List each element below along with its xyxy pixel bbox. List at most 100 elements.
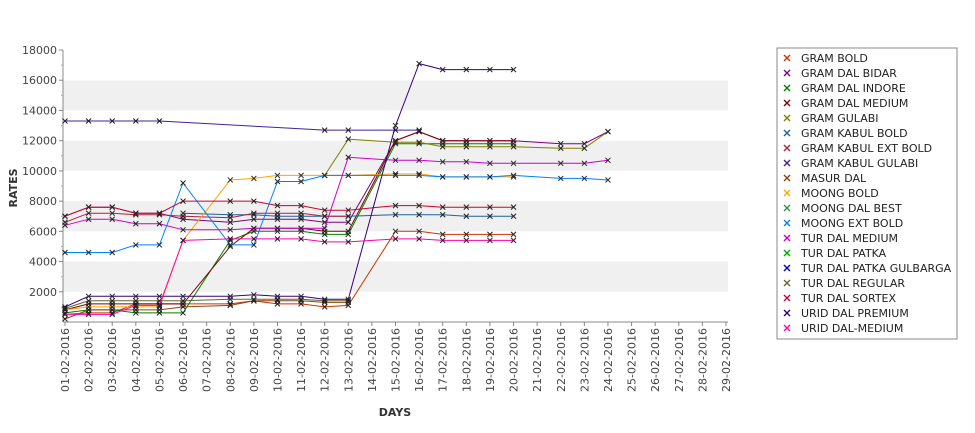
data-point (345, 136, 352, 143)
data-point (156, 297, 163, 304)
data-point (85, 118, 92, 124)
data-point (298, 210, 304, 217)
legend-marker-icon (783, 309, 791, 317)
x-tick-label: 18-02-2016 (460, 328, 473, 392)
data-point (463, 237, 470, 244)
data-point (85, 293, 92, 300)
data-point (156, 242, 163, 248)
grid-band (63, 231, 728, 262)
data-point (251, 291, 257, 298)
data-point (581, 160, 588, 167)
data-point (62, 213, 68, 220)
legend-label: GRAM DAL MEDIUM (801, 97, 908, 110)
y-tick-label: 6000 (29, 225, 57, 238)
data-point (180, 297, 186, 304)
legend-marker-icon (783, 54, 791, 62)
data-point (463, 204, 470, 211)
data-point (109, 293, 116, 300)
data-point (510, 213, 517, 220)
legend-label: TUR DAL MEDIUM (800, 232, 898, 245)
data-point (274, 202, 281, 209)
data-point (439, 237, 446, 244)
data-point (227, 236, 234, 242)
data-point (251, 198, 257, 204)
data-point (510, 66, 517, 73)
legend-marker-icon (783, 264, 791, 272)
x-tick-label: 10-02-2016 (271, 328, 284, 392)
legend-marker-icon (783, 294, 791, 302)
legend-box (776, 47, 958, 340)
y-tick-label: 8000 (29, 195, 57, 208)
data-point (487, 231, 493, 238)
legend-label: TUR DAL SORTEX (800, 292, 896, 305)
data-point (416, 127, 422, 133)
legend-label: TUR DAL PATKA (800, 247, 887, 260)
data-point (605, 177, 611, 183)
x-tick-label: 17-02-2016 (437, 328, 450, 392)
data-point (109, 216, 116, 223)
x-tick-label: 05-02-2016 (153, 328, 166, 392)
data-point (321, 127, 328, 133)
series-tur-dal-medium (62, 154, 611, 233)
legend-label: GRAM DAL BIDAR (801, 67, 897, 80)
data-point (345, 172, 352, 179)
grid-band (63, 291, 728, 322)
data-point (581, 145, 588, 152)
data-point (85, 216, 92, 223)
data-point (605, 128, 611, 135)
data-point (156, 220, 163, 227)
data-point (416, 172, 422, 179)
data-point (85, 249, 92, 256)
data-point (274, 210, 281, 217)
series-line (64, 230, 514, 315)
data-point (274, 293, 281, 300)
grid-bands (63, 50, 728, 322)
data-point (298, 172, 304, 179)
x-tick-label: 06-02-2016 (177, 328, 190, 392)
data-point (345, 228, 352, 235)
data-point (156, 302, 163, 309)
legend-label: URID DAL PREMIUM (801, 307, 909, 320)
data-point (251, 296, 257, 303)
legend-label: URID DAL-MEDIUM (801, 322, 903, 335)
data-point (180, 198, 186, 204)
data-point (85, 204, 92, 211)
data-point (298, 202, 304, 209)
data-point (487, 204, 493, 211)
data-point (557, 140, 564, 147)
data-point (251, 225, 257, 232)
legend-marker-icon (783, 174, 791, 182)
data-point (439, 211, 446, 218)
data-point (321, 207, 328, 214)
data-point (581, 140, 588, 147)
grid-band (63, 80, 728, 111)
legend-marker-icon (783, 219, 791, 227)
x-tick-label: 21-02-2016 (531, 328, 544, 392)
data-point (557, 160, 564, 167)
grid-band (63, 50, 728, 81)
series-line (64, 212, 349, 223)
data-point (321, 225, 328, 232)
data-point (439, 66, 446, 73)
data-point (463, 213, 470, 220)
grid-band (63, 261, 728, 292)
series-line (65, 238, 514, 315)
legend: GRAM BOLD GRAM DAL BIDAR GRAM DAL INDORE GR… (776, 47, 958, 340)
data-point (605, 157, 611, 164)
y-tick-label: 2000 (29, 286, 57, 299)
data-point (392, 228, 399, 235)
data-point (392, 211, 399, 218)
y-tick-label: 4000 (29, 256, 57, 269)
x-tick-label: 15-02-2016 (390, 328, 403, 392)
x-tick-label: 25-02-2016 (626, 328, 639, 392)
data-point (180, 293, 186, 300)
data-point (439, 137, 446, 144)
x-tick-label: 16-02-2016 (413, 328, 426, 392)
data-point (109, 210, 116, 217)
legend-label: GRAM KABUL EXT BOLD (801, 142, 932, 155)
data-point (463, 231, 470, 238)
legend-marker-icon (783, 249, 791, 257)
series-line (64, 300, 349, 320)
data-point (109, 118, 116, 124)
legend-label: MOONG DAL BEST (801, 202, 902, 215)
